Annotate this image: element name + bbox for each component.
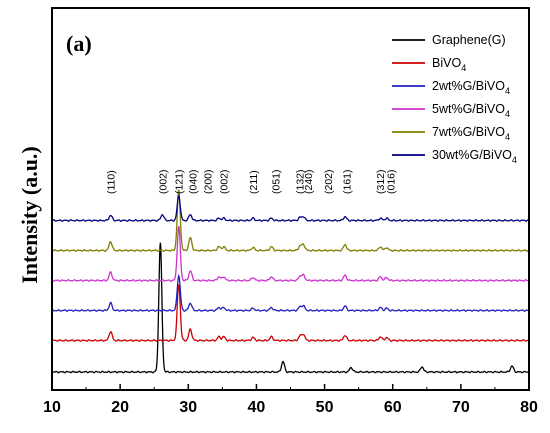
series-line-1 [51, 284, 530, 342]
x-tick-label-5: 60 [384, 399, 402, 416]
peak-label-11: (161) [341, 169, 353, 194]
peak-label-9: (240) [303, 169, 315, 194]
peak-label-0: (110) [106, 170, 118, 194]
y-axis-label: Intensity (a.u.) [17, 146, 42, 284]
series-line-0 [51, 242, 530, 374]
panel-label: (a) [66, 31, 92, 56]
series-line-4 [51, 189, 530, 252]
x-tick-label-7: 80 [520, 399, 538, 416]
peak-label-5: (002) [219, 169, 231, 194]
peak-label-4: (200) [202, 169, 214, 194]
series-line-3 [51, 226, 530, 282]
legend: Graphene(G) BiVO4 2wt%G/BiVO4 5wt%G/BiVO4 7w… [392, 33, 517, 165]
x-tick-label-4: 50 [316, 399, 334, 416]
legend-entry-1: BiVO4 [432, 56, 466, 73]
series-line-5 [51, 194, 530, 222]
peak-label-1: (002) [157, 169, 169, 194]
peak-label-12: (312) [375, 169, 387, 194]
x-axis: 10 20 30 40 50 60 70 80 [43, 384, 538, 416]
peak-label-7: (051) [271, 169, 283, 194]
series-line-2 [51, 274, 530, 312]
peak-label-2: (121) [174, 169, 186, 194]
legend-entry-0: Graphene(G) [432, 33, 506, 47]
x-tick-label-2: 30 [179, 399, 197, 416]
legend-entry-5: 30wt%G/BiVO4 [432, 148, 517, 165]
peak-label-13: (016) [386, 169, 398, 194]
x-tick-label-1: 20 [111, 399, 129, 416]
peak-label-8: (132) [294, 169, 306, 194]
legend-entry-4: 7wt%G/BiVO4 [432, 125, 510, 142]
peak-label-3: (040) [187, 169, 199, 194]
x-tick-label-3: 40 [248, 399, 266, 416]
legend-entry-2: 2wt%G/BiVO4 [432, 79, 510, 96]
legend-entry-3: 5wt%G/BiVO4 [432, 102, 510, 119]
peak-label-layer: (110) (002) (121) (040) (200) (002) (211) (051)… [106, 169, 398, 194]
x-tick-label-0: 10 [43, 399, 61, 416]
series-layer [51, 189, 530, 374]
peak-label-6: (211) [248, 170, 260, 194]
peak-label-10: (202) [323, 169, 335, 194]
x-tick-label-6: 70 [452, 399, 470, 416]
